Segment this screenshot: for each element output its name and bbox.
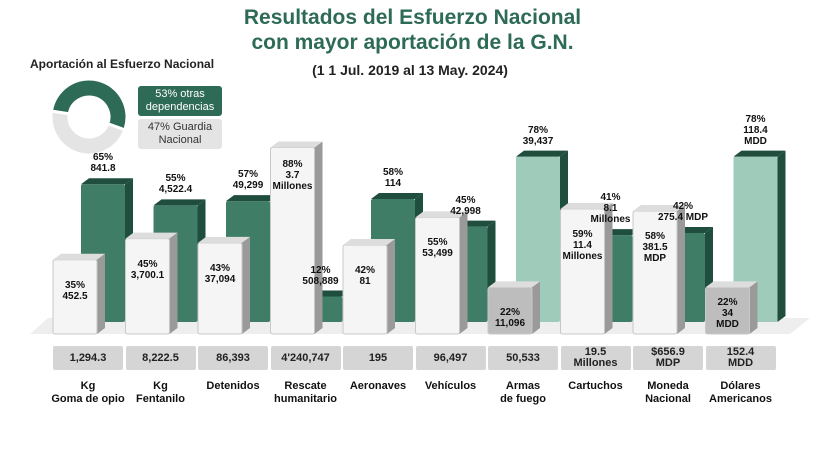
category-label: Dólares Americanos <box>709 380 772 405</box>
bar-gn-side <box>387 238 395 334</box>
bar-other-top <box>81 178 133 185</box>
bar-gn-side <box>532 281 540 334</box>
category-label: Rescate humanitario <box>274 380 337 405</box>
category-label: Aeronaves <box>349 380 407 392</box>
bar-gn-label: 88% 3.7 Millones <box>272 159 313 193</box>
bar-gn-side <box>604 202 613 334</box>
category-label: Kg Goma de opio <box>51 380 125 405</box>
bar-gn <box>415 216 460 335</box>
bar-other-label: 78% 39,437 <box>522 124 554 147</box>
bar-gn-top <box>415 211 468 218</box>
bar-gn-top <box>125 232 178 239</box>
bar-other-label: 12% 508,889 <box>302 264 339 287</box>
legend-title: Aportación al Esfuerzo Nacional <box>30 57 215 71</box>
bar-gn-top <box>633 205 685 212</box>
bar-other-label: 58% 114 <box>382 167 403 190</box>
bar-gn <box>197 242 243 335</box>
bar-gn-label: 22% 34 MDD <box>716 297 739 330</box>
bar-other <box>733 156 778 322</box>
bar-other-top <box>371 193 423 200</box>
bar-other-label: 78% 118.4 MDD <box>743 113 768 147</box>
category-label: Armas de fuego <box>500 380 546 405</box>
bar-gn-side <box>459 211 468 334</box>
bar-gn-side <box>97 253 105 334</box>
bar-gn-side <box>749 281 758 334</box>
chart-title-line1: Resultados del Esfuerzo Nacional <box>243 6 582 29</box>
bar-gn <box>560 208 605 335</box>
category-total: 152.4 MDD <box>705 346 776 370</box>
bar-gn-top <box>198 236 250 243</box>
chart-title-line2: con mayor aportación de la G.N. <box>251 31 574 54</box>
bar-other-label: 57% 49,299 <box>232 169 264 192</box>
bar-gn <box>342 244 388 335</box>
category-total: 19.5 Millones <box>560 346 631 370</box>
bar-gn-top <box>705 281 758 288</box>
bar-gn-label: 55% 53,499 <box>422 237 453 260</box>
bar-gn-side <box>314 141 323 334</box>
legend-donut <box>49 77 129 157</box>
category-total: 86,393 <box>198 346 268 370</box>
bar-other-label: 41% 8.1 Millones <box>590 192 631 226</box>
bar-gn-label: 45% 3,700.1 <box>130 258 165 281</box>
bar-gn-label: 22% 11,096 <box>494 307 526 330</box>
bar-gn-side <box>169 232 178 334</box>
bar-other-top <box>733 150 786 157</box>
category-total: $656.9 MDP <box>633 346 703 370</box>
bar-other <box>516 156 560 322</box>
category-total: 8,222.5 <box>125 346 196 370</box>
category-total: 4'240,747 <box>270 346 341 370</box>
category-total: 195 <box>343 346 413 370</box>
bar-gn-top <box>343 238 395 245</box>
bar-gn-top <box>560 202 613 209</box>
bar-other-side <box>777 150 786 322</box>
bar-other-label: 42% 275.4 MDP <box>657 200 709 223</box>
bar-other-top <box>153 199 206 206</box>
bar-gn-label: 43% 37,094 <box>204 262 236 285</box>
bar-gn-top <box>53 253 105 260</box>
category-label: Detenidos <box>206 380 260 392</box>
bar-other-top <box>516 150 568 157</box>
bar-gn-label: 35% 452.5 <box>62 279 88 302</box>
bar-other-label: 45% 42,998 <box>450 194 481 217</box>
chart-period: (1 1 Jul. 2019 al 13 May. 2024) <box>312 62 508 78</box>
category-label: Vehículos <box>424 380 477 392</box>
bar-other-label: 65% 841.8 <box>90 152 116 175</box>
bar-gn-top <box>270 141 323 148</box>
category-total: 1,294.3 <box>53 346 123 370</box>
bar-other-top <box>226 195 278 202</box>
bar-other-label: 55% 4,522.4 <box>158 173 193 196</box>
category-label: Kg Fentanilo <box>136 380 185 405</box>
bar-gn-label: 42% 81 <box>354 264 375 287</box>
legend-badge-other: 53% otras dependencias <box>138 86 222 116</box>
bar-gn-top <box>488 281 540 288</box>
category-total: 50,533 <box>488 346 558 370</box>
bar-gn <box>632 210 678 335</box>
bar-gn-label: 59% 11.4 Millones <box>562 228 603 262</box>
bar-gn-label: 58% 381.5 MDP <box>642 231 668 265</box>
bar-gn <box>125 238 170 335</box>
bar-gn-side <box>677 205 685 334</box>
bar-gn-side <box>242 236 250 334</box>
category-label: Cartuchos <box>568 380 623 392</box>
donut-slice-other <box>49 77 129 132</box>
category-total: 96,497 <box>415 346 486 370</box>
donut-slice-gn <box>49 109 127 157</box>
category-label: Moneda Nacional <box>645 380 691 405</box>
legend-badge-gn: 47% Guardia Nacional <box>138 119 222 149</box>
